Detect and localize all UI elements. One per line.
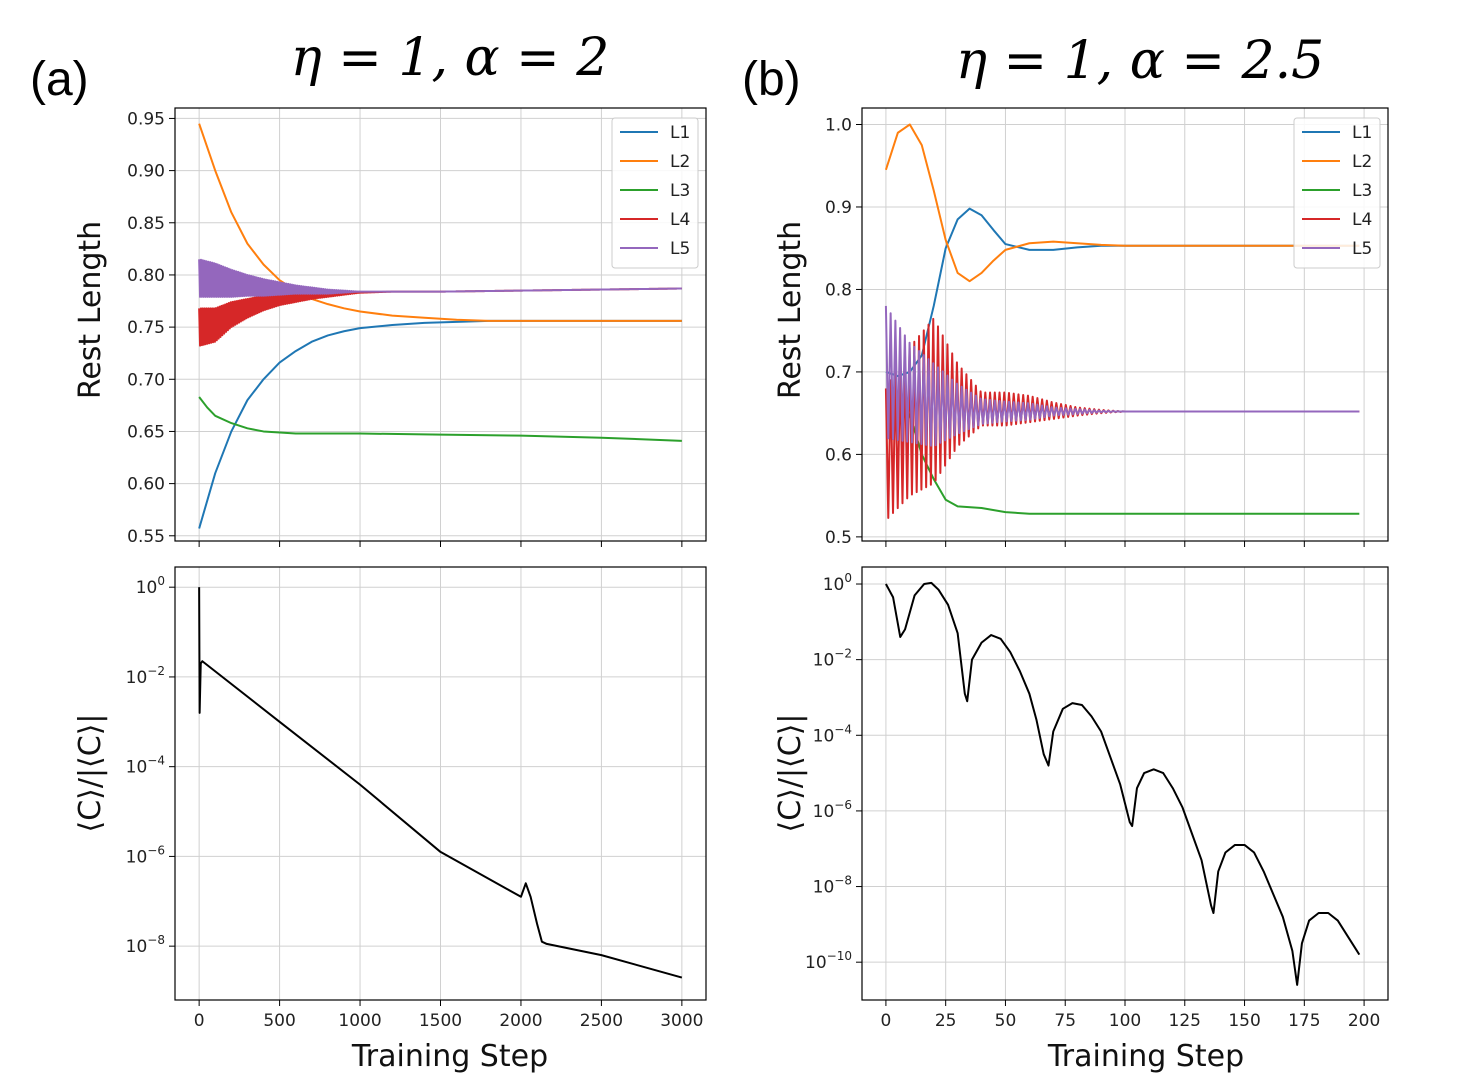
b-bottom-series-cost bbox=[885, 581, 1361, 986]
ytick-label: 0.95 bbox=[127, 109, 165, 129]
ytick-label: 10−8 bbox=[126, 933, 165, 957]
a-top-ylabel: Rest Length bbox=[73, 221, 108, 399]
xtick-label: 3000 bbox=[660, 1011, 703, 1031]
legend-entry-L3: L3 bbox=[1352, 181, 1372, 201]
axes-frame bbox=[861, 566, 1389, 1001]
xtick-label: 125 bbox=[1169, 1011, 1201, 1031]
xtick-label: 175 bbox=[1288, 1011, 1320, 1031]
legend-entry-L5: L5 bbox=[1352, 239, 1372, 259]
legend-entry-L3: L3 bbox=[670, 181, 690, 201]
legend-entry-L2: L2 bbox=[1352, 152, 1372, 172]
xtick-label: 0 bbox=[194, 1011, 205, 1031]
xtick-label: 2000 bbox=[499, 1011, 542, 1031]
b-top-series-L4 bbox=[884, 317, 1360, 519]
xtick-label: 1000 bbox=[338, 1011, 381, 1031]
ytick-label: 0.6 bbox=[825, 445, 852, 465]
b-bottom-ylabel: ⟨C⟩/|⟨C⟩| bbox=[773, 713, 808, 832]
ytick-label: 0.70 bbox=[127, 370, 165, 390]
ytick-label: 10−4 bbox=[813, 722, 852, 746]
axes-frame bbox=[174, 107, 707, 542]
xtick-label: 100 bbox=[1109, 1011, 1141, 1031]
panel-b-title: η = 1, α = 2.5 bbox=[956, 31, 1324, 91]
ytick-label: 0.9 bbox=[825, 198, 852, 218]
ytick-label: 100 bbox=[136, 574, 165, 598]
panel-b-label: (b) bbox=[742, 53, 801, 106]
panel-a-title: η = 1, α = 2 bbox=[291, 28, 610, 88]
axes-3: 0 25 50 75 100 125 150 175 200 100 10−2 10−4 10−6 10−… bbox=[805, 566, 1389, 1031]
ytick-label: 10−6 bbox=[813, 798, 852, 822]
b-top-ylabel: Rest Length bbox=[773, 221, 808, 399]
legend-entry-L2: L2 bbox=[670, 152, 690, 172]
ytick-label: 0.60 bbox=[127, 475, 165, 495]
ytick-label: 0.65 bbox=[127, 422, 165, 442]
ytick-label: 0.90 bbox=[127, 162, 165, 182]
ytick-label: 10−6 bbox=[126, 843, 165, 867]
ytick-label: 0.80 bbox=[127, 266, 165, 286]
axes-frame bbox=[174, 566, 707, 1001]
xtick-label: 500 bbox=[263, 1011, 295, 1031]
ytick-label: 0.5 bbox=[825, 528, 852, 548]
ytick-label: 1.0 bbox=[825, 115, 852, 135]
xtick-label: 200 bbox=[1348, 1011, 1380, 1031]
ytick-label: 0.55 bbox=[127, 527, 165, 547]
xtick-label: 25 bbox=[935, 1011, 957, 1031]
a-top-series-L2 bbox=[198, 123, 682, 322]
ytick-label: 10−2 bbox=[813, 647, 852, 671]
b-top-series-L2 bbox=[884, 123, 1360, 283]
legend-entry-L1: L1 bbox=[1352, 123, 1372, 143]
a-bottom-series-cost bbox=[198, 587, 683, 979]
legend-entry-L5: L5 bbox=[670, 239, 690, 259]
legend-frame bbox=[1293, 117, 1381, 269]
ytick-label: 10−8 bbox=[813, 874, 852, 898]
axes-frame bbox=[861, 107, 1389, 542]
legend-entry-L4: L4 bbox=[1352, 210, 1372, 230]
a-top-legend: L1 L2 L3 L4 L5 bbox=[611, 117, 699, 269]
xtick-label: 1500 bbox=[419, 1011, 462, 1031]
ytick-label: 0.75 bbox=[127, 318, 165, 338]
axes-1: 0 500 1000 1500 2000 2500 3000 100 10−2 10−4 10−6 1… bbox=[126, 566, 707, 1031]
ytick-label: 10−2 bbox=[126, 664, 165, 688]
a-bottom-ylabel: ⟨C⟩/|⟨C⟩| bbox=[73, 713, 108, 832]
xtick-label: 50 bbox=[995, 1011, 1017, 1031]
plot-area: 0.550.600.650.700.750.800.850.900.95L1L2… bbox=[126, 107, 1389, 1031]
b-top-series-L5 bbox=[884, 305, 1360, 447]
a-xlabel: Training Step bbox=[351, 1039, 548, 1074]
ytick-label: 0.8 bbox=[825, 280, 852, 300]
ytick-label: 0.7 bbox=[825, 363, 852, 383]
xtick-label: 150 bbox=[1228, 1011, 1260, 1031]
axes-0: 0.55 0.60 0.65 0.70 0.75 0.80 0.85 0.90 0.95 bbox=[127, 107, 707, 547]
xtick-label: 0 bbox=[880, 1011, 891, 1031]
xtick-label: 75 bbox=[1054, 1011, 1076, 1031]
ytick-label: 10−10 bbox=[805, 949, 852, 973]
legend-frame bbox=[611, 117, 699, 269]
legend-entry-L1: L1 bbox=[670, 123, 690, 143]
ytick-label: 100 bbox=[823, 571, 852, 595]
legend-entry-L4: L4 bbox=[670, 210, 690, 230]
a-top-series-L5 bbox=[198, 258, 682, 298]
b-xlabel: Training Step bbox=[1047, 1039, 1244, 1074]
b-top-legend: L1 L2 L3 L4 L5 bbox=[1293, 117, 1381, 269]
xtick-label: 2500 bbox=[580, 1011, 623, 1031]
ytick-label: 0.85 bbox=[127, 214, 165, 234]
b-top-series-L1 bbox=[885, 207, 1360, 378]
panel-a-label: (a) bbox=[30, 53, 89, 106]
b-top-series-L3 bbox=[885, 395, 1360, 515]
ytick-label: 10−4 bbox=[126, 754, 165, 778]
a-top-series-L3 bbox=[198, 396, 682, 442]
